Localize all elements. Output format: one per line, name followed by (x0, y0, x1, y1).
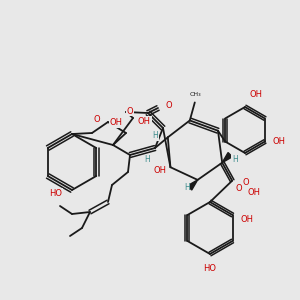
Text: H: H (144, 155, 150, 164)
Text: OH: OH (247, 188, 260, 197)
Text: O: O (93, 116, 100, 124)
Text: OH: OH (154, 166, 166, 175)
Polygon shape (222, 153, 232, 163)
Text: O: O (166, 100, 172, 109)
Text: H: H (184, 183, 190, 192)
Text: H: H (152, 131, 158, 140)
Text: CH₃: CH₃ (190, 92, 202, 98)
Text: H: H (232, 155, 238, 164)
Text: OH: OH (250, 90, 263, 99)
Text: OH: OH (138, 116, 151, 125)
Text: O: O (235, 184, 242, 193)
Text: HO: HO (49, 188, 62, 197)
Text: OH: OH (241, 214, 254, 224)
Text: HO: HO (203, 264, 217, 273)
Text: OH: OH (110, 118, 122, 127)
Polygon shape (188, 180, 198, 190)
Text: O: O (242, 178, 249, 187)
Text: OH: OH (273, 137, 286, 146)
Text: O: O (127, 106, 133, 116)
